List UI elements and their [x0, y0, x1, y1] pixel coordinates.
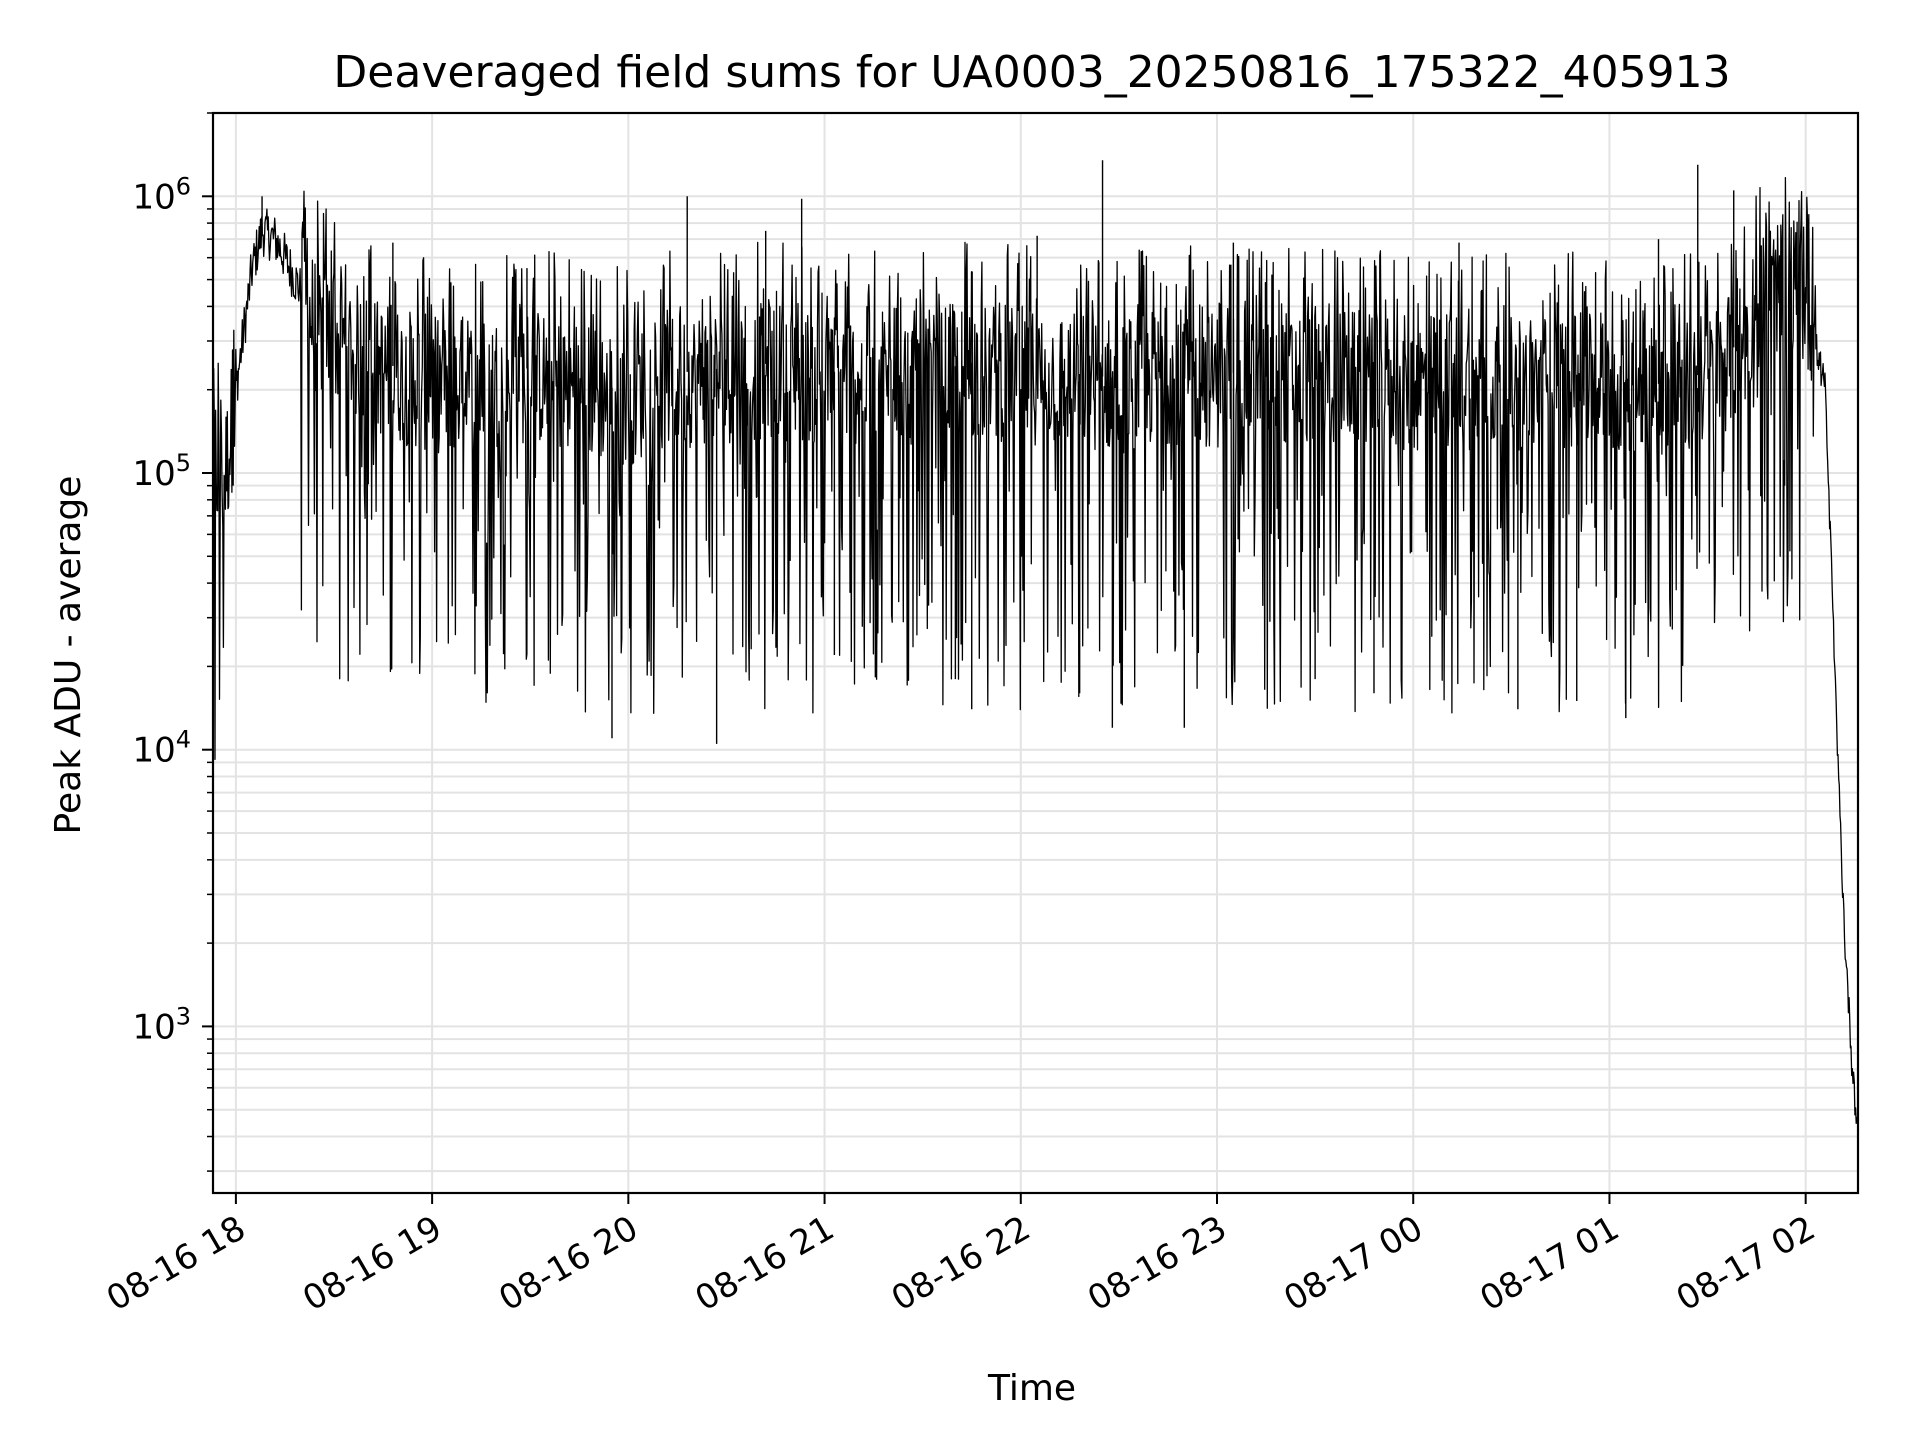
x-axis-label: Time [987, 1368, 1076, 1409]
y-tick-label: 105 [132, 449, 191, 494]
y-axis-label: Peak ADU - average [48, 476, 89, 835]
plot-frame [211, 111, 1860, 1195]
y-tick-label: 106 [132, 172, 191, 217]
series-layer [212, 160, 1858, 1125]
series-line [212, 176, 1858, 1125]
chart-title: Deaveraged field sums for UA0003_2025081… [333, 47, 1730, 98]
y-tick-label: 103 [132, 1002, 191, 1047]
grid-layer [213, 112, 1858, 1193]
y-tick-label: 104 [132, 726, 191, 771]
